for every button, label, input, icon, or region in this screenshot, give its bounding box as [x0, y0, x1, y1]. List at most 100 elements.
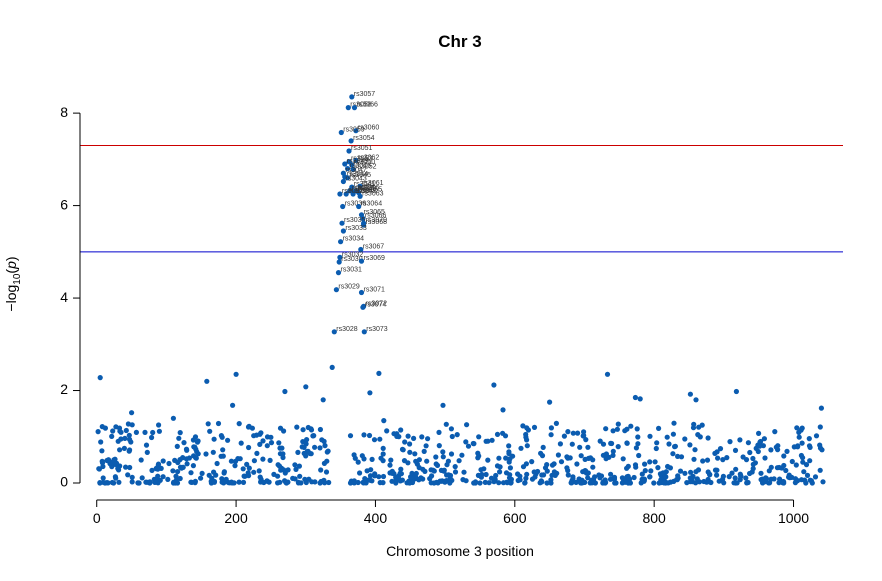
data-point — [570, 474, 576, 480]
data-point — [687, 391, 694, 397]
data-point — [228, 458, 234, 464]
plot-area: rs3057rs3058rs3066rs3060rs3059rs3054rs30… — [80, 91, 843, 486]
snp-point — [340, 228, 346, 234]
data-point — [152, 478, 159, 484]
data-point — [361, 480, 367, 486]
y-axis-title: −log10(p) — [3, 256, 23, 311]
data-point — [635, 441, 641, 447]
y-axis-title-p: p — [3, 261, 19, 270]
data-point — [465, 443, 472, 449]
data-point — [267, 457, 273, 463]
data-point — [405, 460, 411, 466]
data-point — [364, 468, 370, 474]
data-point — [482, 479, 488, 485]
data-point — [464, 422, 470, 428]
data-point — [661, 480, 667, 486]
snp-label: rs3061 — [362, 180, 384, 187]
data-point — [531, 424, 538, 430]
data-point — [181, 440, 187, 446]
data-point — [394, 433, 400, 439]
data-point — [318, 467, 324, 473]
snp-label: rs3046 — [350, 163, 372, 170]
data-point — [610, 452, 616, 458]
data-point — [732, 475, 738, 481]
data-point — [397, 470, 403, 476]
data-point — [678, 454, 685, 460]
data-point — [105, 480, 111, 486]
data-point — [637, 396, 643, 402]
data-point — [294, 424, 300, 430]
data-point — [220, 453, 226, 459]
data-point — [411, 435, 417, 441]
data-point — [538, 450, 544, 456]
snp-point — [353, 128, 359, 134]
x-axis-title: Chromosome 3 position — [386, 543, 534, 559]
data-point — [624, 474, 630, 480]
data-point — [548, 477, 554, 483]
data-point — [96, 466, 102, 472]
data-point — [476, 434, 482, 440]
data-point — [449, 433, 455, 440]
data-point — [126, 432, 132, 438]
data-point — [540, 444, 546, 450]
data-point — [475, 455, 481, 461]
data-point — [407, 449, 413, 455]
data-point — [221, 469, 227, 475]
snp-label: rs3072 — [366, 300, 388, 307]
snp-point — [340, 203, 346, 210]
data-point — [609, 440, 615, 447]
data-point — [720, 473, 727, 479]
snp-label: rs3036 — [345, 201, 367, 208]
data-point — [100, 475, 106, 481]
data-point — [471, 480, 477, 486]
data-point — [798, 477, 805, 483]
y-axis-title-subscript: 10 — [12, 273, 23, 285]
data-point — [494, 431, 501, 437]
data-point — [705, 435, 711, 441]
data-point — [408, 474, 414, 480]
data-point — [625, 463, 631, 469]
data-point — [692, 447, 698, 453]
snp-point — [351, 105, 358, 111]
snp-point — [333, 287, 339, 293]
snp-point — [360, 215, 366, 222]
data-point — [636, 452, 642, 459]
data-point — [691, 421, 697, 427]
data-point — [600, 479, 606, 485]
data-point — [203, 451, 209, 457]
data-point — [155, 473, 161, 479]
snp-label: rs3051 — [351, 145, 373, 152]
x-tick-label: 0 — [93, 510, 101, 526]
data-point — [418, 475, 424, 481]
data-point — [655, 465, 661, 471]
data-point — [111, 480, 117, 486]
snp-point — [346, 148, 352, 154]
data-point — [246, 423, 252, 429]
snp-label: rs3030 — [341, 256, 363, 263]
data-point — [524, 425, 530, 431]
data-point — [694, 476, 700, 482]
data-point — [503, 455, 509, 461]
y-tick-label: 2 — [60, 381, 68, 397]
data-point — [818, 405, 825, 411]
data-point — [378, 455, 384, 461]
snp-label: rs3043 — [345, 176, 367, 183]
data-point — [542, 465, 549, 471]
snp-label: rs3049 — [347, 158, 369, 165]
data-point — [300, 427, 306, 433]
data-point — [747, 449, 753, 456]
data-point — [721, 480, 727, 486]
data-point — [642, 468, 648, 474]
data-point — [192, 480, 198, 486]
data-point — [440, 454, 446, 460]
data-point — [532, 474, 538, 480]
data-point — [194, 439, 201, 445]
data-point — [211, 469, 217, 475]
data-point — [485, 438, 491, 444]
data-point — [175, 469, 181, 475]
data-point — [380, 480, 386, 486]
data-point — [757, 439, 763, 445]
data-point — [268, 434, 274, 440]
data-point — [421, 448, 427, 454]
data-point — [607, 476, 614, 482]
